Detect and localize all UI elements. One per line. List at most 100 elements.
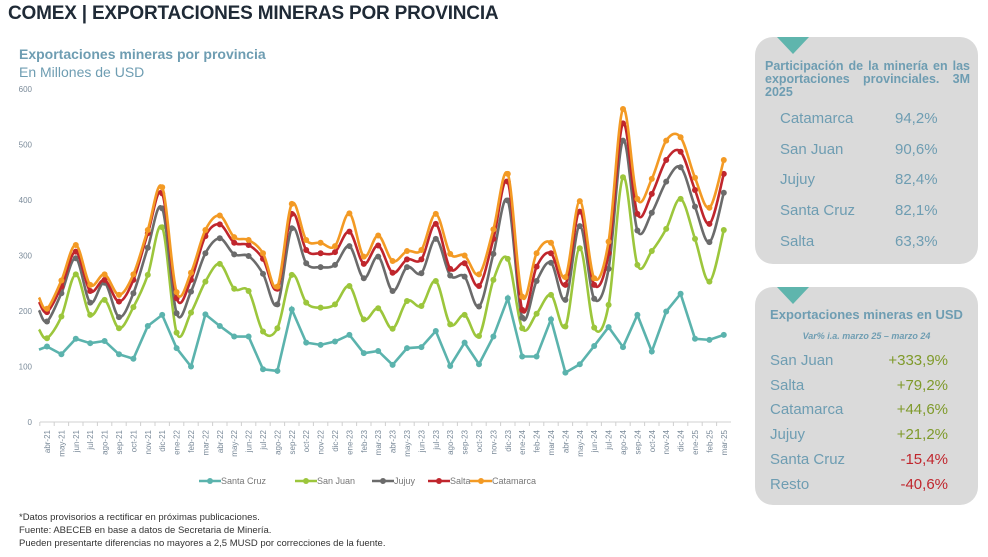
data-point xyxy=(519,306,526,313)
data-point xyxy=(188,288,194,295)
x-tick-label: ene-23 xyxy=(345,429,354,454)
x-tick-label: abr-23 xyxy=(389,429,398,453)
data-point xyxy=(591,324,598,331)
x-tick-label: nov-21 xyxy=(144,429,153,454)
data-point xyxy=(260,328,266,335)
x-tick-label: nov-22 xyxy=(317,429,326,454)
triangle-marker-icon xyxy=(777,287,809,304)
triangle-marker-icon xyxy=(777,37,809,54)
data-point xyxy=(663,137,670,144)
data-point xyxy=(173,310,180,317)
data-point xyxy=(274,283,281,290)
legend-marker-icon xyxy=(199,478,221,484)
legend-item: Salta xyxy=(428,476,471,486)
data-point xyxy=(548,291,554,298)
x-tick-label: abr-22 xyxy=(216,429,225,453)
data-point xyxy=(432,210,439,217)
y-tick-label: 600 xyxy=(19,85,33,94)
data-point xyxy=(332,243,338,250)
data-point xyxy=(389,269,396,276)
participation-row-label: San Juan xyxy=(780,140,844,158)
data-point xyxy=(706,220,713,227)
data-point xyxy=(216,221,223,228)
data-point xyxy=(173,345,180,352)
data-point xyxy=(720,157,727,164)
usd-row-label: Resto xyxy=(770,475,810,493)
data-point xyxy=(576,361,583,368)
x-tick-label: ago-21 xyxy=(101,429,110,454)
data-point xyxy=(317,341,324,348)
data-point xyxy=(130,355,137,362)
x-tick-label: abr-21 xyxy=(43,429,52,453)
usd-row-value: +44,6% xyxy=(896,401,948,419)
y-tick-label: 100 xyxy=(19,363,33,372)
data-point xyxy=(159,184,166,191)
usd-row-value: -40,6% xyxy=(900,475,948,493)
data-point xyxy=(404,248,410,255)
legend-item: Catamarca xyxy=(470,476,536,486)
data-point xyxy=(288,200,295,207)
data-point xyxy=(620,137,626,144)
data-point xyxy=(548,316,554,323)
data-point xyxy=(72,248,79,255)
usd-row-value: +21,2% xyxy=(896,426,948,444)
x-tick-label: nov-23 xyxy=(489,429,498,454)
data-point xyxy=(576,208,583,215)
data-point xyxy=(231,285,238,292)
data-point xyxy=(706,336,713,343)
usd-row-value: +79,2% xyxy=(896,376,948,394)
x-tick-label: mar-25 xyxy=(720,429,729,455)
data-point xyxy=(260,270,266,277)
x-tick-label: dic-21 xyxy=(158,429,167,451)
data-point xyxy=(116,291,122,298)
data-point xyxy=(346,210,353,217)
x-tick-label: jun-21 xyxy=(72,429,81,453)
participation-row-label: Santa Cruz xyxy=(780,202,856,220)
data-point xyxy=(634,311,641,318)
data-point xyxy=(677,195,684,202)
data-point xyxy=(648,175,655,182)
x-tick-label: mar-23 xyxy=(374,429,383,455)
participation-title: Participación de la minería en las expor… xyxy=(765,59,970,99)
data-point xyxy=(533,310,540,317)
data-point xyxy=(490,333,497,340)
usd-row-label: Salta xyxy=(770,376,805,394)
data-point xyxy=(432,220,439,227)
data-point xyxy=(418,246,425,253)
data-point xyxy=(389,361,396,368)
data-point xyxy=(418,256,425,263)
x-tick-label: sep-22 xyxy=(288,429,297,454)
x-tick-label: jul-21 xyxy=(86,429,95,450)
data-point xyxy=(461,311,468,318)
x-tick-label: ene-22 xyxy=(173,429,182,454)
data-point xyxy=(533,263,540,270)
x-tick-label: feb-25 xyxy=(705,429,714,452)
y-tick-label: 400 xyxy=(19,196,33,205)
usd-exports-panel: Exportaciones mineras en USD Var% i.a. m… xyxy=(755,287,978,505)
x-tick-label: sep-21 xyxy=(115,429,124,454)
x-tick-label: may-22 xyxy=(230,429,239,456)
data-point xyxy=(58,277,65,284)
usd-row-label: Catamarca xyxy=(770,401,844,419)
y-tick-label: 200 xyxy=(19,307,33,316)
data-point xyxy=(188,363,194,370)
data-point xyxy=(317,264,324,271)
x-tick-label: jun-23 xyxy=(417,429,426,453)
data-point xyxy=(634,210,641,217)
data-point xyxy=(317,250,324,257)
data-point xyxy=(476,283,482,290)
note: *Datos provisorios a rectificar en próxi… xyxy=(19,512,260,523)
data-point xyxy=(159,224,166,231)
x-tick-label: nov-24 xyxy=(662,429,671,454)
note: Fuente: ABECEB en base a datos de Secret… xyxy=(19,525,272,536)
data-point xyxy=(490,276,497,283)
data-point xyxy=(116,351,122,358)
data-point xyxy=(360,275,367,282)
x-tick-label: feb-22 xyxy=(187,429,196,452)
data-point xyxy=(116,298,122,305)
data-point xyxy=(130,290,137,297)
data-point xyxy=(173,329,180,336)
data-point xyxy=(648,190,655,197)
data-point xyxy=(375,305,382,312)
data-point xyxy=(620,105,626,112)
